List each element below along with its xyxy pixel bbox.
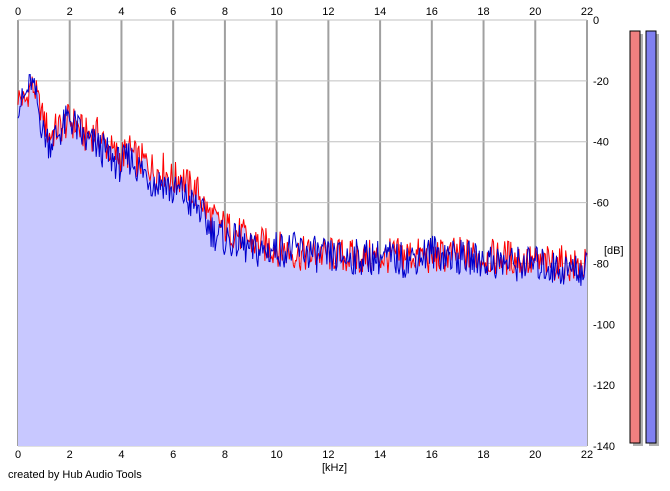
y-tick-label: 0 [593,15,599,27]
y-tick-label: -80 [593,258,609,270]
level-meter-left [629,30,641,444]
series-line-right [17,73,588,286]
x-tick-label-top: 2 [67,6,73,18]
y-axis-label: [dB] [604,245,624,257]
x-tick-label-bottom: 22 [581,449,593,461]
x-axis-label: [kHz] [322,462,347,474]
level-meter-right [645,30,657,444]
x-tick-label-top: 22 [581,6,593,18]
x-tick-label-bottom: 18 [477,449,489,461]
y-tick-label: -120 [593,380,615,392]
x-tick-label-bottom: 6 [170,449,176,461]
x-tick-label-top: 6 [170,6,176,18]
y-tick-label: -140 [593,441,615,453]
x-tick-label-bottom: 20 [529,449,541,461]
x-tick-label-bottom: 4 [118,449,124,461]
x-tick-label-top: 20 [529,6,541,18]
x-tick-label-bottom: 10 [271,449,283,461]
credit-text: created by Hub Audio Tools [8,469,142,481]
y-tick-label: -60 [593,198,609,210]
x-tick-label-top: 16 [426,6,438,18]
x-tick-label-top: 18 [477,6,489,18]
y-tick-label: -40 [593,137,609,149]
x-tick-label-bottom: 16 [426,449,438,461]
x-tick-label-bottom: 12 [322,449,334,461]
x-tick-label-bottom: 2 [67,449,73,461]
x-tick-label-top: 14 [374,6,386,18]
x-tick-label-bottom: 0 [15,449,21,461]
x-tick-label-bottom: 8 [222,449,228,461]
x-tick-label-top: 12 [322,6,334,18]
y-tick-label: -100 [593,319,615,331]
y-tick-label: -20 [593,76,609,88]
x-tick-label-top: 8 [222,6,228,18]
spectrum-fill [18,76,587,446]
x-tick-label-top: 10 [271,6,283,18]
x-tick-label-top: 0 [15,6,21,18]
x-tick-label-top: 4 [118,6,124,18]
x-tick-label-bottom: 14 [374,449,386,461]
